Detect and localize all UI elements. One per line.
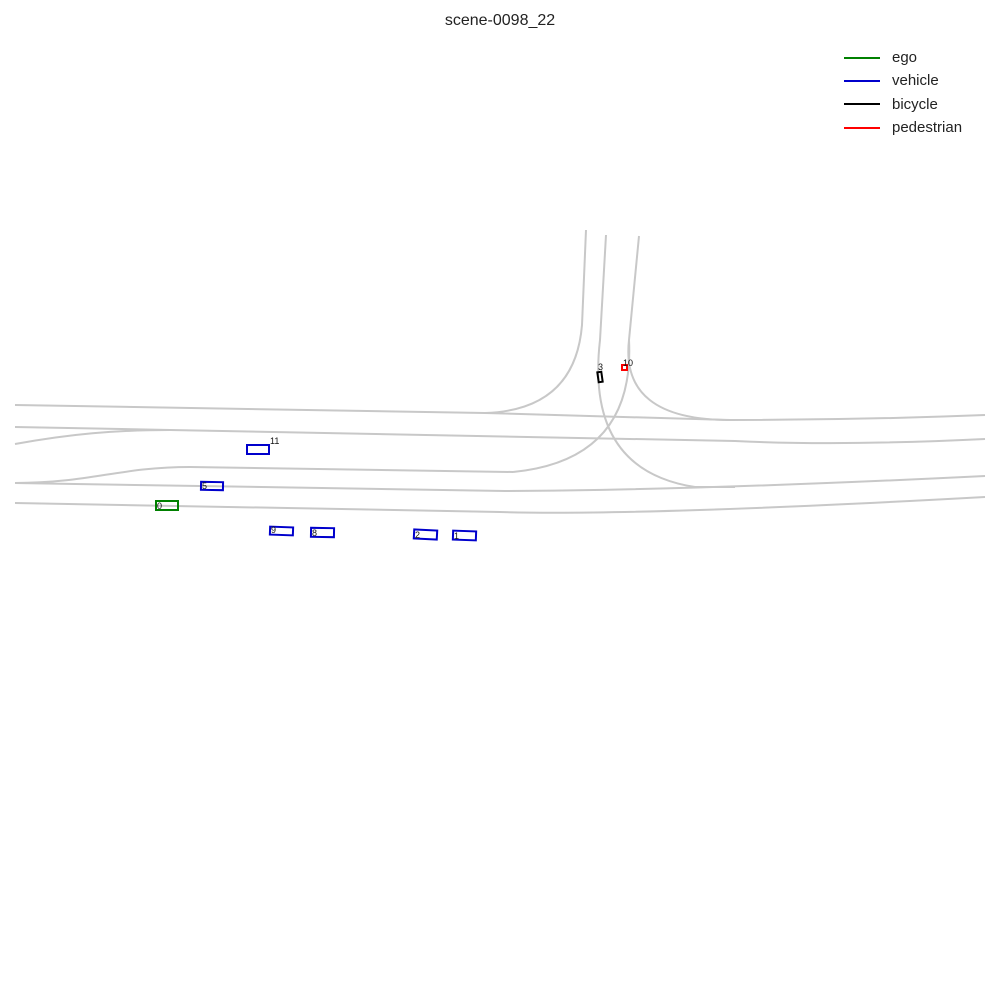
agent-id-label: 1 [454, 531, 459, 541]
lane-line [14, 404, 986, 422]
agents-layer: 0 5 11 9 8 2 1 3 10 [155, 358, 633, 542]
vehicle-agent: 1 [451, 529, 478, 542]
pedestrian-agent: 10 [621, 358, 633, 371]
legend-swatch [844, 103, 880, 106]
vehicle-box [246, 444, 270, 455]
lane-line [14, 475, 986, 493]
agent-id-label: 9 [271, 525, 276, 535]
agent-id-label: 11 [270, 436, 279, 446]
vehicle-box [309, 526, 336, 539]
agent-id-label: 8 [312, 528, 317, 538]
lane-line [484, 229, 587, 414]
agent-id-label: 10 [623, 358, 633, 368]
lane-line [14, 496, 986, 514]
legend-label: ego [892, 49, 918, 67]
vehicle-agent: 2 [412, 528, 439, 541]
agent-id-label: 3 [598, 362, 603, 372]
ego-agent: 0 [155, 500, 179, 511]
vehicle-agent: 11 [246, 436, 279, 455]
vehicle-box [451, 529, 478, 542]
lane-line [14, 429, 171, 445]
legend-swatch [844, 79, 880, 82]
vehicle-box [199, 480, 225, 492]
plot-title: scene-0098_22 [444, 12, 556, 29]
vehicle-box [412, 528, 439, 541]
lane-line [627, 235, 731, 421]
legend-swatch [844, 126, 880, 129]
legend-swatch [844, 56, 880, 59]
lane-line [597, 234, 735, 488]
legend-label: bicycle [892, 95, 938, 113]
lane-line [14, 426, 986, 445]
vehicle-agent: 8 [309, 526, 336, 539]
agent-id-label: 0 [157, 501, 162, 511]
ego-box [155, 500, 179, 511]
bicycle-agent: 3 [596, 362, 604, 384]
lane-lines [14, 229, 986, 514]
legend-item-bicycle: bicycle [844, 93, 962, 116]
legend-label: vehicle [892, 72, 939, 90]
bicycle-box [596, 370, 604, 384]
vehicle-box [268, 525, 295, 537]
legend-label: pedestrian [892, 119, 963, 137]
vehicle-agent: 9 [268, 525, 295, 537]
lane-line [512, 339, 631, 473]
legend-item-vehicle: vehicle [844, 69, 962, 92]
legend: ego vehicle bicycle pedestrian [844, 46, 962, 139]
vehicle-agent: 5 [199, 480, 225, 492]
legend-item-ego: ego [844, 46, 962, 69]
legend-item-pedestrian: pedestrian [844, 116, 962, 139]
agent-id-label: 5 [202, 481, 207, 491]
pedestrian-box [621, 364, 628, 371]
agent-id-label: 2 [415, 530, 420, 540]
lane-line [14, 465, 514, 484]
